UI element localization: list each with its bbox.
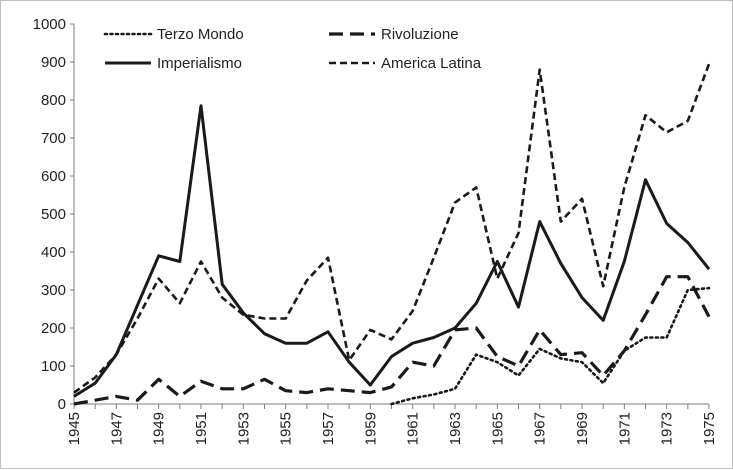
x-tick-label: 1969	[574, 412, 591, 445]
y-tick-label: 900	[41, 54, 66, 71]
x-tick-label: 1967	[532, 412, 549, 445]
x-tick-label: 1959	[362, 412, 379, 445]
legend-label-terzo-mondo: Terzo Mondo	[157, 26, 244, 43]
legend-label-america-latina: America Latina	[381, 55, 482, 72]
x-tick-label: 1957	[320, 412, 337, 445]
x-tick-label: 1947	[108, 412, 125, 445]
y-tick-label: 100	[41, 358, 66, 375]
y-tick-label: 0	[58, 396, 66, 413]
x-tick-label: 1971	[616, 412, 633, 445]
x-tick-label: 1955	[278, 412, 295, 445]
x-tick-label: 1949	[151, 412, 168, 445]
x-tick-label: 1973	[659, 412, 676, 445]
y-tick-label: 500	[41, 206, 66, 223]
y-tick-label: 300	[41, 282, 66, 299]
x-tick-label: 1953	[235, 412, 252, 445]
y-tick-label: 800	[41, 92, 66, 109]
y-tick-label: 1000	[33, 16, 66, 33]
y-tick-label: 700	[41, 130, 66, 147]
y-tick-label: 200	[41, 320, 66, 337]
x-tick-label: 1961	[405, 412, 422, 445]
x-tick-label: 1965	[489, 412, 506, 445]
y-tick-label: 600	[41, 168, 66, 185]
legend-label-imperialismo: Imperialismo	[157, 55, 242, 72]
x-tick-label: 1951	[193, 412, 210, 445]
series-line-imperialismo	[73, 104, 711, 398]
series-line-terzo-mondo	[390, 286, 711, 406]
x-tick-label: 1975	[701, 412, 718, 445]
series-line-america-latina	[73, 63, 711, 394]
series-line-rivoluzione	[73, 275, 711, 406]
x-tick-label: 1945	[66, 412, 83, 445]
y-tick-label: 400	[41, 244, 66, 261]
legend-label-rivoluzione: Rivoluzione	[381, 26, 459, 43]
x-tick-label: 1963	[447, 412, 464, 445]
